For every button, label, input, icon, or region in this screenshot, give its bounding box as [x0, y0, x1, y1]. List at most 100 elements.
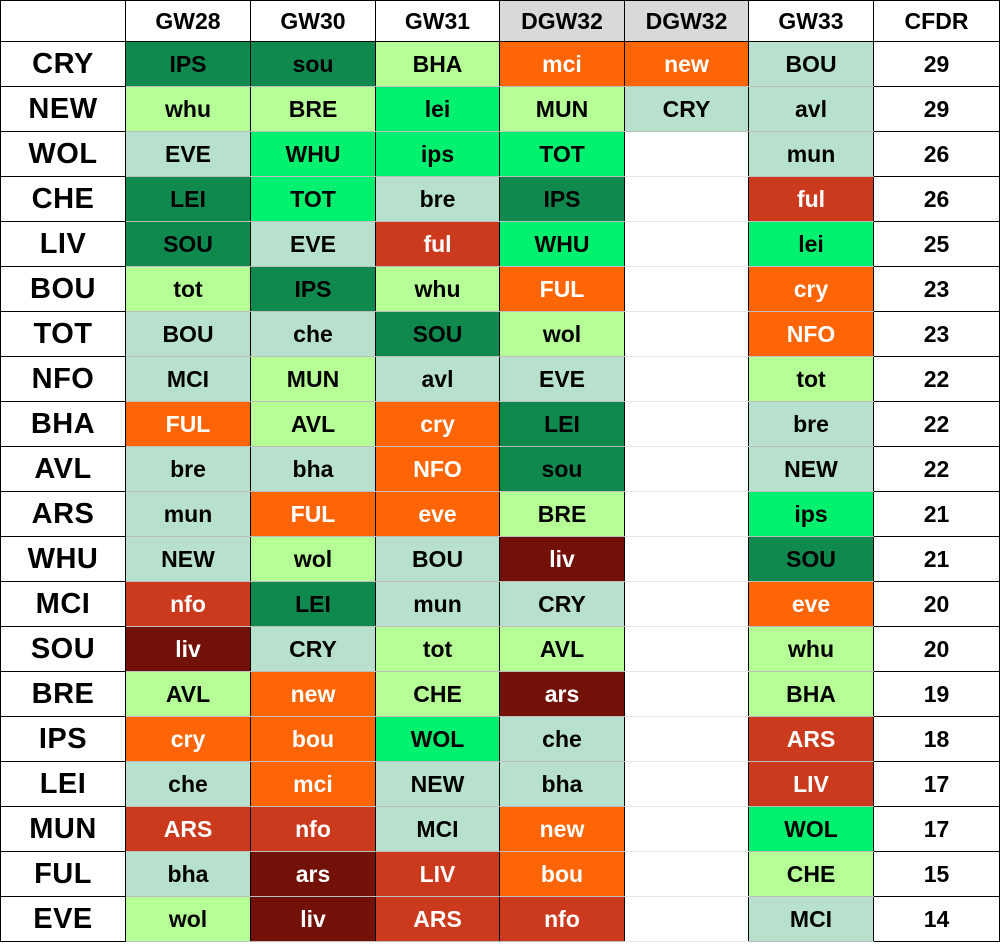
fixture-cell-dgw32-first: AVL — [499, 626, 625, 672]
fixture-cell-gw31: whu — [375, 266, 500, 312]
fixture-cell-gw28: wol — [125, 896, 251, 942]
fixture-cell-gw31: mun — [375, 581, 500, 627]
fixture-cell-gw33: SOU — [748, 536, 874, 582]
fixture-cell-gw28: cry — [125, 716, 251, 762]
fixture-cell-gw31: bre — [375, 176, 500, 222]
table-row: MUN ARS nfo MCI new WOL 17 — [0, 806, 1000, 852]
fixture-cell-gw31: eve — [375, 491, 500, 537]
fixture-cell-gw28: IPS — [125, 41, 251, 87]
team-name-cell: NEW — [0, 86, 126, 132]
fixture-cell-dgw32-first: bou — [499, 851, 625, 897]
team-name-cell: BOU — [0, 266, 126, 312]
fixture-cell-gw33: ips — [748, 491, 874, 537]
fixture-cell-dgw32-first: bha — [499, 761, 625, 807]
empty-fixture-cell — [624, 761, 749, 807]
table-row: LEI che mci NEW bha LIV 17 — [0, 761, 1000, 807]
fixture-cell-gw28: EVE — [125, 131, 251, 177]
cfdr-value-cell: 17 — [873, 761, 1000, 807]
fixture-cell-gw31: MCI — [375, 806, 500, 852]
fixture-cell-gw30: che — [250, 311, 376, 357]
fixture-cell-gw31: CHE — [375, 671, 500, 717]
table-row: AVL bre bha NFO sou NEW 22 — [0, 446, 1000, 492]
table-row: BHA FUL AVL cry LEI bre 22 — [0, 401, 1000, 447]
cfdr-value-cell: 15 — [873, 851, 1000, 897]
fixture-cell-gw30: EVE — [250, 221, 376, 267]
fixture-cell-gw31: lei — [375, 86, 500, 132]
cfdr-value-cell: 20 — [873, 581, 1000, 627]
team-name-cell: TOT — [0, 311, 126, 357]
cfdr-value-cell: 19 — [873, 671, 1000, 717]
empty-fixture-cell — [624, 176, 749, 222]
fixture-cell-gw31: cry — [375, 401, 500, 447]
fixture-cell-gw33: bre — [748, 401, 874, 447]
fixture-cell-gw31: SOU — [375, 311, 500, 357]
fixture-cell-gw30: nfo — [250, 806, 376, 852]
fixture-cell-gw30: sou — [250, 41, 376, 87]
fixture-cell-dgw32-first: mci — [499, 41, 625, 87]
fixture-cell-gw33: whu — [748, 626, 874, 672]
fixture-cell-gw33: eve — [748, 581, 874, 627]
table-row: IPS cry bou WOL che ARS 18 — [0, 716, 1000, 762]
fixture-cell-gw33: cry — [748, 266, 874, 312]
team-name-cell: NFO — [0, 356, 126, 402]
fixture-cell-gw28: liv — [125, 626, 251, 672]
cfdr-value-cell: 22 — [873, 446, 1000, 492]
fixture-cell-gw31: ARS — [375, 896, 500, 942]
header-dgw32-first: DGW32 — [499, 0, 625, 42]
cfdr-value-cell: 21 — [873, 491, 1000, 537]
fixture-cell-gw30: WHU — [250, 131, 376, 177]
fixture-cell-dgw32-first: sou — [499, 446, 625, 492]
fixture-cell-gw33: LIV — [748, 761, 874, 807]
fixture-cell-gw28: SOU — [125, 221, 251, 267]
fixture-cell-gw28: tot — [125, 266, 251, 312]
table-row: FUL bha ars LIV bou CHE 15 — [0, 851, 1000, 897]
team-name-cell: BRE — [0, 671, 126, 717]
fixture-cell-gw28: che — [125, 761, 251, 807]
fixture-cell-gw31: avl — [375, 356, 500, 402]
empty-fixture-cell — [624, 266, 749, 312]
cfdr-value-cell: 14 — [873, 896, 1000, 942]
empty-fixture-cell — [624, 671, 749, 717]
cfdr-value-cell: 26 — [873, 176, 1000, 222]
cfdr-value-cell: 21 — [873, 536, 1000, 582]
fixture-cell-gw33: mun — [748, 131, 874, 177]
fixture-cell-dgw32-first: CRY — [499, 581, 625, 627]
fixture-cell-gw31: ful — [375, 221, 500, 267]
header-gw30: GW30 — [250, 0, 376, 42]
cfdr-value-cell: 23 — [873, 311, 1000, 357]
team-name-cell: SOU — [0, 626, 126, 672]
fixture-cell-gw33: NFO — [748, 311, 874, 357]
fixture-cell-dgw32-first: EVE — [499, 356, 625, 402]
team-name-cell: WOL — [0, 131, 126, 177]
fixture-cell-gw28: NEW — [125, 536, 251, 582]
fixture-cell-gw28: whu — [125, 86, 251, 132]
empty-fixture-cell — [624, 491, 749, 537]
empty-fixture-cell — [624, 626, 749, 672]
table-row: NEW whu BRE lei MUN CRY avl 29 — [0, 86, 1000, 132]
fixture-cell-dgw32-first: IPS — [499, 176, 625, 222]
table-row: ARS mun FUL eve BRE ips 21 — [0, 491, 1000, 537]
fixture-cell-gw31: ips — [375, 131, 500, 177]
fixture-cell-dgw32-first: MUN — [499, 86, 625, 132]
empty-fixture-cell — [624, 896, 749, 942]
fixture-cell-gw28: mun — [125, 491, 251, 537]
fixture-cell-gw33: NEW — [748, 446, 874, 492]
cfdr-value-cell: 17 — [873, 806, 1000, 852]
team-name-cell: IPS — [0, 716, 126, 762]
cfdr-value-cell: 29 — [873, 86, 1000, 132]
fixture-cell-dgw32-first: FUL — [499, 266, 625, 312]
header-dgw32-second: DGW32 — [624, 0, 749, 42]
fixture-cell-gw33: ful — [748, 176, 874, 222]
fixture-cell-gw33: ARS — [748, 716, 874, 762]
team-name-cell: BHA — [0, 401, 126, 447]
empty-fixture-cell — [624, 311, 749, 357]
fixture-cell-gw31: BOU — [375, 536, 500, 582]
header-team-column — [0, 0, 126, 42]
team-name-cell: MCI — [0, 581, 126, 627]
header-cfdr: CFDR — [873, 0, 1000, 42]
team-name-cell: MUN — [0, 806, 126, 852]
fixture-cell-gw30: mci — [250, 761, 376, 807]
empty-fixture-cell — [624, 401, 749, 447]
fixture-cell-gw31: NEW — [375, 761, 500, 807]
fixture-cell-gw28: bre — [125, 446, 251, 492]
